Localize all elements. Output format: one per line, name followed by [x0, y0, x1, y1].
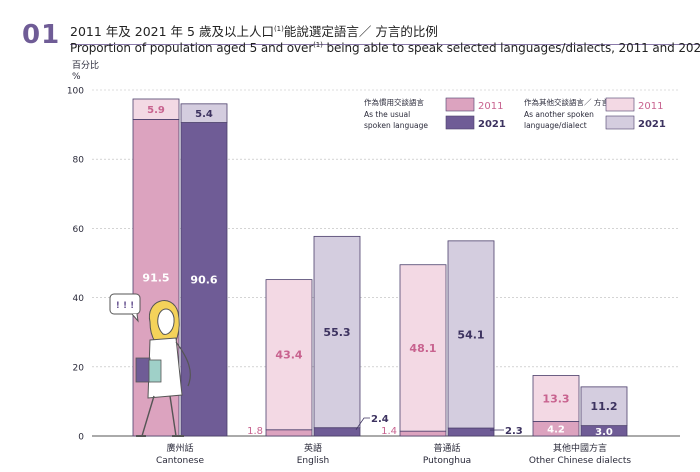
bar-another-2011	[399, 264, 447, 432]
category-label-zh: 其他中國方言	[553, 442, 607, 454]
category-label-en: Putonghua	[423, 456, 471, 466]
student-illustration: ! ! !	[109, 293, 191, 437]
y-tick-label: 20	[73, 363, 85, 373]
y-axis-unit: %	[72, 72, 81, 82]
bar-usual-2021	[447, 427, 495, 437]
legend-label-en: As the usual	[364, 110, 410, 119]
header-divider	[70, 44, 700, 45]
bar-usual-2011	[399, 430, 447, 437]
data-label-another: 54.1	[457, 328, 484, 341]
data-label-usual: 4.2	[547, 425, 565, 436]
y-tick-label: 60	[73, 225, 85, 235]
category-label-zh: 普通話	[433, 442, 460, 454]
legs-shape	[141, 395, 177, 437]
bar-another-2021	[447, 240, 495, 429]
category-label-zh: 廣州話	[166, 442, 193, 454]
speech-bubble	[109, 293, 141, 315]
legend-swatch-another-2011	[605, 97, 635, 112]
y-tick-label: 40	[73, 294, 85, 304]
data-label-usual: 2.3	[505, 426, 523, 437]
legend-year-2021: 2021	[638, 119, 666, 130]
category-label-en: English	[297, 456, 330, 466]
legend-label-en: spoken language	[364, 121, 428, 130]
title-english: Proportion of population aged 5 and over…	[70, 41, 700, 55]
title-chinese: 2011 年及 2021 年 5 歲及以上人口(1)能說選定語言／ 方言的比例	[70, 24, 438, 39]
y-tick-label: 80	[73, 156, 85, 166]
data-label-another: 5.4	[195, 109, 213, 120]
legend-label-zh: 作為慣用交談語言	[364, 97, 424, 107]
data-label-another: 43.4	[275, 349, 302, 362]
face-shape	[157, 308, 175, 335]
category-label-en: Cantonese	[156, 456, 204, 466]
data-label-another: 48.1	[409, 342, 436, 355]
data-label-usual: 90.6	[190, 273, 217, 286]
book-shape	[135, 357, 151, 383]
bar-another-2011	[132, 98, 180, 120]
data-label-another: 5.9	[147, 105, 165, 116]
data-label-usual: 2.4	[371, 414, 389, 425]
arm-shape	[175, 341, 191, 387]
speech-bubble-tail	[131, 313, 139, 323]
data-label-another: 13.3	[542, 392, 569, 405]
legend-label-zh: 作為其他交談語言／ 方言	[524, 97, 609, 107]
bar-another-2011	[532, 375, 580, 422]
category-label-zh: 英語	[304, 442, 322, 454]
y-tick-label: 100	[67, 87, 84, 97]
bar-another-2021	[580, 386, 628, 427]
y-axis-label: 百分比	[72, 59, 99, 71]
legend-swatch-usual-2011	[445, 97, 475, 112]
data-label-usual: 3.0	[595, 427, 613, 438]
bar-another-2011	[265, 279, 313, 431]
data-label-usual: 1.4	[381, 426, 397, 437]
bar-another-2021	[180, 103, 228, 123]
legend-year-2011: 2011	[478, 101, 503, 112]
category-label-en: Other Chinese dialects	[529, 456, 631, 466]
legend-label-en: As another spoken	[524, 110, 594, 119]
legend-year-2021: 2021	[478, 119, 506, 130]
y-tick-label: 0	[78, 433, 84, 443]
legend-label-en: language/dialect	[524, 121, 587, 130]
callout-line	[355, 417, 370, 430]
data-label-another: 11.2	[590, 400, 617, 413]
legend-swatch-another-2021	[605, 115, 635, 130]
bar-usual-2011	[265, 429, 313, 437]
data-label-another: 55.3	[323, 326, 350, 339]
legend-swatch-usual-2021	[445, 115, 475, 130]
bar-another-2021	[313, 235, 361, 429]
legend-year-2011: 2011	[638, 101, 663, 112]
data-label-usual: 91.5	[142, 272, 169, 285]
speech-bubble-text: ! ! !	[116, 301, 135, 311]
book-shape	[148, 359, 162, 383]
data-label-usual: 1.8	[247, 426, 263, 437]
bar-usual-2021	[313, 427, 361, 437]
section-number: 01	[22, 20, 61, 50]
